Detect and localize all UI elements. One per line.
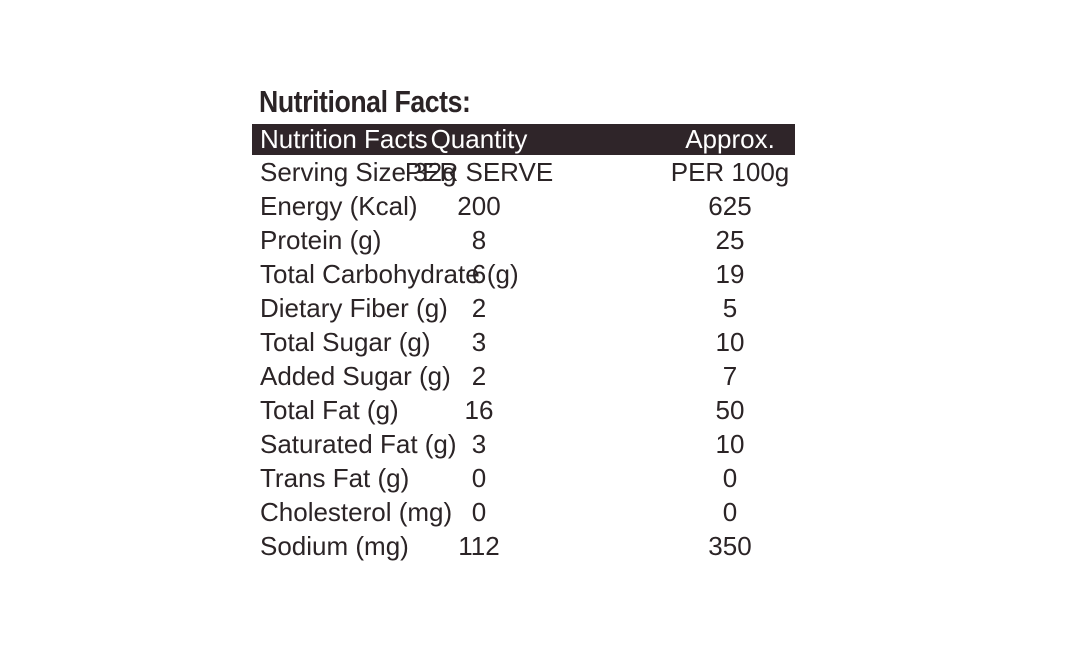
table-row: Total Carbohydrate (g) 6 19 bbox=[252, 257, 795, 291]
row-label: Total Fat (g) bbox=[260, 395, 399, 425]
row-label: Added Sugar (g) bbox=[260, 361, 451, 391]
table-row: Serving Size 32g PER SERVE PER 100g bbox=[252, 155, 795, 189]
row-approx: 350 bbox=[708, 531, 752, 561]
table-row: Total Sugar (g) 3 10 bbox=[252, 325, 795, 359]
table-row: Cholesterol (mg) 0 0 bbox=[252, 495, 795, 529]
row-quantity: 16 bbox=[464, 395, 494, 425]
row-label: Sodium (mg) bbox=[260, 531, 409, 561]
row-label: Dietary Fiber (g) bbox=[260, 293, 448, 323]
header-quantity: Quantity bbox=[430, 124, 528, 154]
row-quantity: 0 bbox=[471, 497, 487, 527]
row-approx: 19 bbox=[715, 259, 745, 289]
row-approx: 50 bbox=[715, 395, 745, 425]
header-approx: Approx. bbox=[685, 124, 775, 154]
table-row: Sodium (mg) 112 350 bbox=[252, 529, 795, 563]
row-approx: 0 bbox=[722, 463, 738, 493]
row-quantity: PER SERVE bbox=[404, 157, 554, 187]
row-label: Cholesterol (mg) bbox=[260, 497, 453, 527]
table-header-row: Nutrition Facts Quantity Approx. bbox=[252, 124, 795, 155]
table-row: Trans Fat (g) 0 0 bbox=[252, 461, 795, 495]
table-row: Protein (g) 8 25 bbox=[252, 223, 795, 257]
row-label: Serving Size 32g bbox=[260, 157, 457, 187]
row-quantity: 112 bbox=[458, 531, 500, 561]
row-label: Protein (g) bbox=[260, 225, 382, 255]
row-approx: 5 bbox=[722, 293, 738, 323]
nutrition-table: Nutrition Facts Quantity Approx. Serving… bbox=[252, 124, 795, 563]
row-label: Total Carbohydrate (g) bbox=[260, 259, 519, 289]
row-quantity: 2 bbox=[471, 293, 487, 323]
header-nutrition-facts: Nutrition Facts bbox=[260, 124, 428, 154]
table-row: Energy (Kcal) 200 625 bbox=[252, 189, 795, 223]
table-row: Total Fat (g) 16 50 bbox=[252, 393, 795, 427]
table-row: Saturated Fat (g) 3 10 bbox=[252, 427, 795, 461]
row-quantity: 2 bbox=[471, 361, 487, 391]
table-row: Dietary Fiber (g) 2 5 bbox=[252, 291, 795, 325]
row-quantity: 3 bbox=[471, 429, 487, 459]
row-label: Total Sugar (g) bbox=[260, 327, 431, 357]
row-approx: 10 bbox=[715, 429, 745, 459]
table-row: Added Sugar (g) 2 7 bbox=[252, 359, 795, 393]
row-quantity: 6 bbox=[471, 259, 487, 289]
row-approx: 10 bbox=[715, 327, 745, 357]
row-approx: 7 bbox=[722, 361, 738, 391]
row-approx: PER 100g bbox=[670, 157, 790, 187]
row-quantity: 0 bbox=[471, 463, 487, 493]
row-approx: 625 bbox=[708, 191, 752, 221]
row-label: Energy (Kcal) bbox=[260, 191, 418, 221]
row-approx: 25 bbox=[715, 225, 745, 255]
row-quantity: 200 bbox=[457, 191, 501, 221]
row-quantity: 3 bbox=[471, 327, 487, 357]
page-title: Nutritional Facts: bbox=[259, 84, 471, 119]
row-quantity: 8 bbox=[471, 225, 487, 255]
row-label: Trans Fat (g) bbox=[260, 463, 410, 493]
row-approx: 0 bbox=[722, 497, 738, 527]
row-label: Saturated Fat (g) bbox=[260, 429, 457, 459]
